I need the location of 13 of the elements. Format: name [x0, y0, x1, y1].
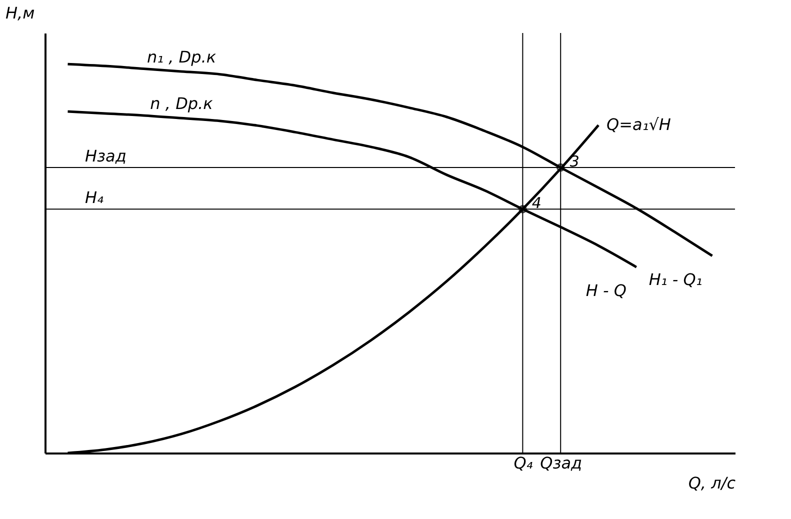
x-axis-title: Q, л/с: [688, 474, 736, 492]
ref-line-label: H₄: [85, 188, 104, 208]
ref-line-label: Hзад: [85, 146, 126, 166]
annotation: n , Dр.к: [150, 94, 214, 114]
annotation: 4: [532, 194, 542, 212]
x-tick-label: Qзад: [540, 454, 582, 472]
y-axis-title: H,м: [6, 4, 35, 22]
series-label: H₁ - Q₁: [648, 270, 702, 289]
annotation: n₁ , Dр.к: [146, 48, 216, 66]
annotation: 3: [570, 152, 580, 171]
series-label: H - Q: [586, 281, 626, 300]
series-label: Q=a₁√H: [606, 115, 671, 134]
x-tick-label: Q₄: [514, 454, 534, 472]
